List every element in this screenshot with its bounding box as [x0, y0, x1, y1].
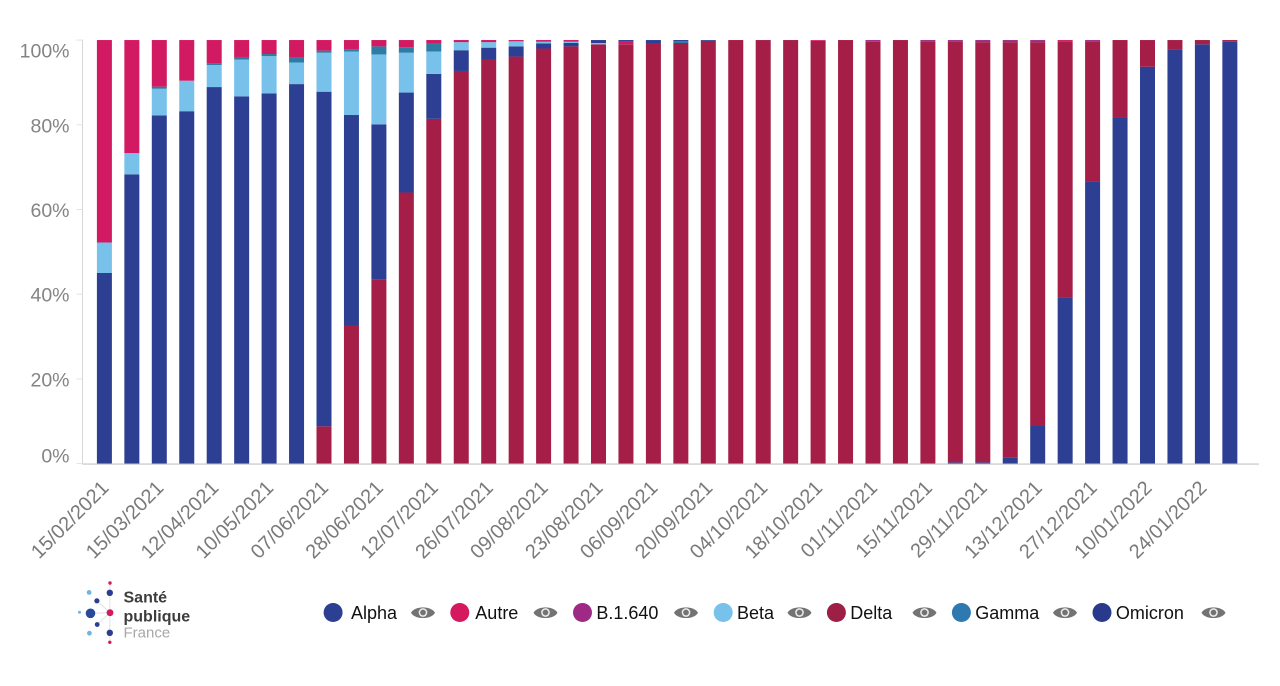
svg-text:0%: 0%: [41, 446, 69, 468]
svg-text:Gamma: Gamma: [975, 603, 1040, 623]
svg-text:Delta: Delta: [850, 603, 893, 623]
svg-text:Alpha: Alpha: [351, 603, 398, 623]
svg-text:100%: 100%: [20, 41, 70, 63]
svg-text:Autre: Autre: [475, 603, 518, 623]
svg-text:Santé: Santé: [124, 590, 168, 607]
svg-text:40%: 40%: [30, 285, 69, 307]
svg-text:60%: 60%: [30, 200, 69, 222]
svg-text:20%: 20%: [30, 369, 69, 391]
svg-text:Beta: Beta: [737, 603, 775, 623]
svg-text:Omicron: Omicron: [1116, 603, 1184, 623]
svg-text:B.1.640: B.1.640: [596, 603, 658, 623]
svg-text:publique: publique: [124, 609, 191, 626]
svg-text:80%: 80%: [30, 115, 69, 137]
svg-text:France: France: [124, 625, 171, 642]
